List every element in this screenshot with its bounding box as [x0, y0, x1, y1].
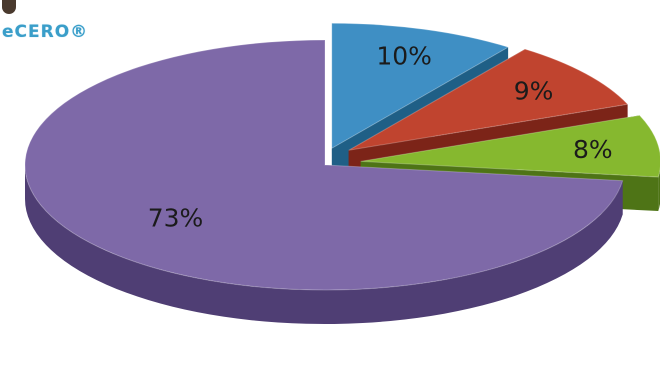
slice-label: 10%	[376, 42, 432, 71]
slice-label: 9%	[514, 77, 554, 106]
slice-label: 8%	[573, 135, 613, 164]
slice-label: 73%	[148, 203, 204, 232]
